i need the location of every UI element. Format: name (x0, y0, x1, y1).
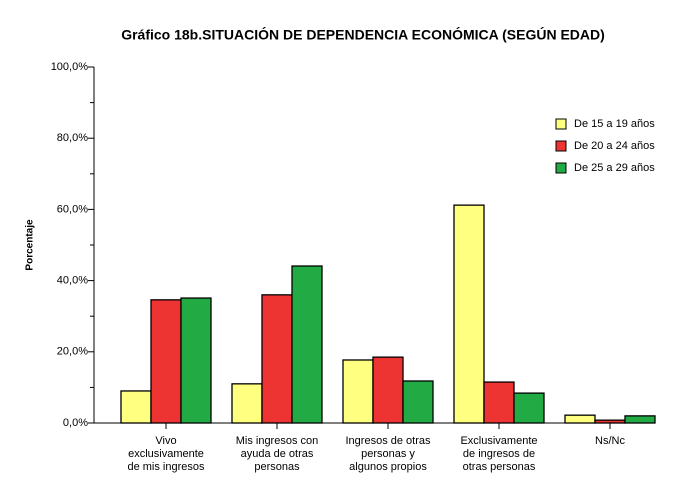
bar (372, 356, 404, 424)
bar (150, 299, 182, 424)
bar (342, 359, 374, 424)
bar (513, 392, 545, 424)
chart-title: Gráfico 18b.SITUACIÓN DE DEPENDENCIA ECO… (121, 26, 605, 43)
legend-label: De 25 a 29 años (574, 162, 655, 174)
bar (261, 294, 293, 424)
bar (594, 419, 626, 424)
bar (231, 383, 263, 424)
bar (180, 297, 212, 424)
y-axis-label: Porcentaje (25, 219, 36, 271)
bar (120, 390, 152, 424)
legend-label: De 15 a 19 años (574, 118, 655, 130)
legend-swatch (555, 140, 567, 152)
bar (453, 204, 485, 424)
x-tick-label: personas (254, 461, 300, 473)
bar (402, 380, 434, 424)
x-tick-label: Exclusivamente (460, 435, 537, 447)
x-tick-label: Ns/Nc (595, 435, 625, 447)
y-tick-label: 20,0% (57, 346, 88, 358)
bar (564, 414, 596, 424)
x-tick-label: de mis ingresos (127, 461, 205, 473)
legend-swatch (555, 162, 567, 174)
legend-label: De 20 a 24 años (574, 140, 655, 152)
y-tick-label: 40,0% (57, 275, 88, 287)
legend-swatch (555, 118, 567, 130)
y-tick-label: 100,0% (51, 61, 89, 73)
y-tick-label: 80,0% (57, 132, 88, 144)
x-tick-label: ayuda de otras (241, 448, 314, 460)
x-tick-label: algunos propios (349, 461, 427, 473)
y-tick-label: 0,0% (63, 417, 88, 429)
x-tick-label: otras personas (463, 461, 536, 473)
x-tick-label: exclusivamente (128, 448, 204, 460)
x-tick-label: personas y (361, 448, 415, 460)
x-tick-label: Vivo (155, 435, 176, 447)
x-tick-label: de ingresos de (463, 448, 535, 460)
x-tick-label: Mis ingresos con (236, 435, 319, 447)
bar (483, 381, 515, 424)
x-tick-label: Ingresos de otras (346, 435, 431, 447)
bar (624, 415, 656, 424)
bar (291, 265, 323, 424)
y-tick-label: 60,0% (57, 203, 88, 215)
